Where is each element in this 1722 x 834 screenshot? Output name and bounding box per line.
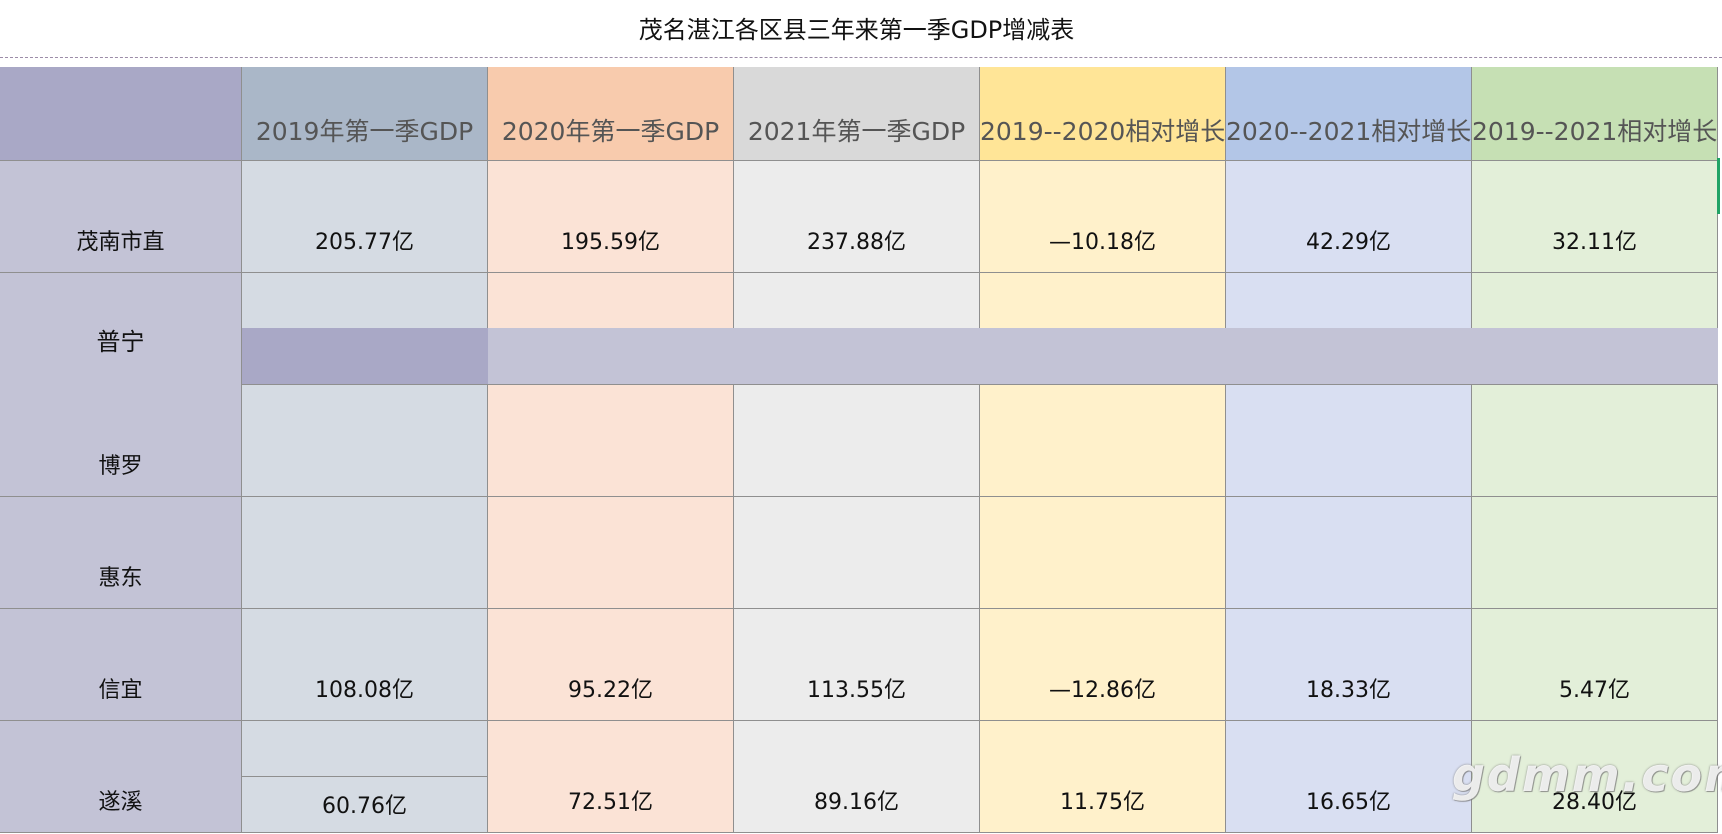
table-cell[interactable]: 72.51亿: [488, 721, 734, 833]
header-label: 2020--2021相对增长: [1226, 117, 1472, 146]
table-cell[interactable]: [1472, 497, 1718, 609]
table-cell[interactable]: 28.40亿: [1472, 721, 1718, 833]
table-cell[interactable]: 32.11亿: [1472, 161, 1718, 273]
table-cell[interactable]: [488, 497, 734, 609]
table-cell[interactable]: [1226, 385, 1472, 497]
table-cell[interactable]: —10.18亿: [980, 161, 1226, 273]
selected-row-highlight: [488, 328, 1718, 384]
title-divider: [0, 57, 1722, 58]
region-cell[interactable]: 遂溪: [0, 721, 242, 833]
table-cell[interactable]: [980, 497, 1226, 609]
header-label: 2019年第一季GDP: [255, 117, 474, 146]
region-cell[interactable]: 茂南市直: [0, 161, 242, 273]
table-cell[interactable]: 95.22亿: [488, 609, 734, 721]
table-cell[interactable]: 42.29亿: [1226, 161, 1472, 273]
header-label: 2019--2020相对增长: [980, 117, 1226, 146]
header-label: 2020年第一季GDP: [501, 117, 720, 146]
region-cell[interactable]: 惠东: [0, 497, 242, 609]
header-cell-2019[interactable]: 2019年第一季GDP: [242, 67, 488, 161]
cell-cursor-marker: [1717, 158, 1720, 214]
header-cell-growth-20-21[interactable]: 2020--2021相对增长: [1226, 67, 1472, 161]
table-cell[interactable]: [488, 385, 734, 497]
table-cell[interactable]: —12.86亿: [980, 609, 1226, 721]
table-cell[interactable]: 16.65亿: [1226, 721, 1472, 833]
header-cell-2020[interactable]: 2020年第一季GDP: [488, 67, 734, 161]
header-label: 2019--2021相对增长: [1472, 117, 1718, 146]
table-cell[interactable]: 18.33亿: [1226, 609, 1472, 721]
table-cell[interactable]: 5.47亿: [1472, 609, 1718, 721]
region-cell[interactable]: 博罗: [0, 385, 242, 497]
selected-cell-highlight: [242, 328, 488, 384]
table-cell[interactable]: 11.75亿: [980, 721, 1226, 833]
table-cell[interactable]: [1226, 497, 1472, 609]
region-cell[interactable]: 普宁: [0, 273, 242, 385]
table-cell-upper[interactable]: [242, 721, 488, 777]
header-label: 2021年第一季GDP: [747, 117, 966, 146]
watermark: gdmm.com: [1452, 748, 1722, 802]
region-cell[interactable]: 信宜: [0, 609, 242, 721]
page-title: 茂名湛江各区县三年来第一季GDP增减表: [638, 16, 1075, 44]
table-cell[interactable]: [980, 385, 1226, 497]
table-cell[interactable]: 237.88亿: [734, 161, 980, 273]
table-cell[interactable]: [1472, 385, 1718, 497]
header-cell-2021[interactable]: 2021年第一季GDP: [734, 67, 980, 161]
table-cell[interactable]: [734, 385, 980, 497]
table-cell[interactable]: 113.55亿: [734, 609, 980, 721]
table-cell[interactable]: [242, 385, 488, 497]
header-cell-growth-19-20[interactable]: 2019--2020相对增长: [980, 67, 1226, 161]
table-cell[interactable]: 89.16亿: [734, 721, 980, 833]
header-cell-growth-19-21[interactable]: 2019--2021相对增长: [1472, 67, 1718, 161]
table-cell[interactable]: 108.08亿: [242, 609, 488, 721]
table-cell[interactable]: [242, 497, 488, 609]
table-cell[interactable]: 195.59亿: [488, 161, 734, 273]
table-cell[interactable]: [734, 497, 980, 609]
header-cell-corner[interactable]: [0, 67, 242, 161]
table-cell[interactable]: 60.76亿: [242, 777, 488, 833]
table-cell[interactable]: 205.77亿: [242, 161, 488, 273]
title-bar: 茂名湛江各区县三年来第一季GDP增减表: [0, 0, 1722, 58]
